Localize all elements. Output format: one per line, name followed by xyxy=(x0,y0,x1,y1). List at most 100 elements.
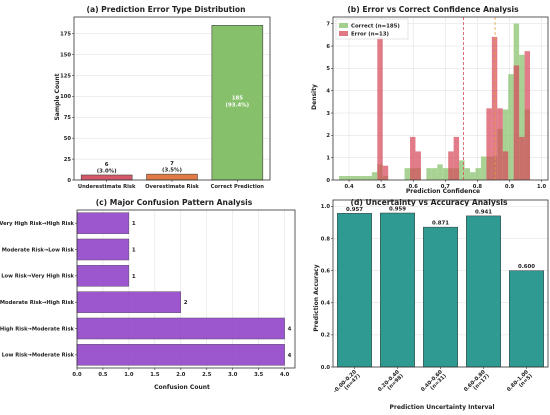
panel-b-legend: Correct (n=185) Error (n=13) xyxy=(335,18,409,40)
panel-d-ytick-label: 1.0 xyxy=(321,204,331,210)
panel-b-bar-error xyxy=(519,136,525,180)
panel-b-bar-correct xyxy=(475,168,481,180)
panel-a-xtick-label: Correct Prediction xyxy=(211,184,265,190)
panel-b-bar-correct xyxy=(437,164,443,180)
panel-d-bar xyxy=(380,212,415,368)
panel-b-xtick-label: 0.4 xyxy=(344,184,354,190)
panel-d-ytick-label: 0.2 xyxy=(321,333,331,339)
panel-b-bar-error xyxy=(491,36,498,180)
panel-c-xlabel: Confusion Count xyxy=(154,384,210,391)
panel-d-xtick-label: 0.60-0.80(n=17) xyxy=(463,369,491,397)
panel-c-frame xyxy=(76,209,296,369)
panel-b-bar-correct xyxy=(480,156,487,180)
panel-b-xtick-label: 0.8 xyxy=(473,184,483,190)
panel-c-data-label: 2 xyxy=(184,300,188,306)
panel-d-data-label: 0.959 xyxy=(389,207,406,213)
panel-d-ytick-label: 0.0 xyxy=(321,365,331,371)
panel-d-ytick-label: 0.8 xyxy=(321,236,331,242)
panel-a-title: (a) Prediction Error Type Distribution xyxy=(86,5,245,14)
panel-c-ytick-label: Moderate Risk→Low Risk xyxy=(2,247,75,253)
panel-b-bar-error xyxy=(513,65,520,180)
panel-c-ytick-label: Low Risk→Moderate Risk xyxy=(2,353,75,359)
panel-c-data-label: 4 xyxy=(288,353,292,359)
panel-c-bar xyxy=(76,238,130,261)
panel-a-bar xyxy=(80,174,133,181)
panel-d-xtick-label: 0.20-0.40(n=98) xyxy=(377,369,405,397)
panel-a: (a) Prediction Error Type Distribution S… xyxy=(54,5,271,190)
panel-a-data-label: 6 xyxy=(105,162,109,168)
panel-c-data-label: 1 xyxy=(132,274,136,280)
panel-a-xtick-label: Overestimate Risk xyxy=(145,184,199,190)
panel-a-ytick-label: 50 xyxy=(64,136,72,142)
panel-d-bar xyxy=(509,270,544,368)
panel-a-ytick-label: 25 xyxy=(64,157,72,163)
panel-b-legend-box xyxy=(335,18,409,40)
panel-a-bar xyxy=(211,25,264,181)
panel-b-bar-correct xyxy=(502,109,509,180)
panel-b-xlabel: Prediction Confidence xyxy=(406,188,480,195)
panel-d-title: (d) Uncertainty vs Accuracy Analysis xyxy=(351,198,508,207)
panel-c-ytick-label: High Risk→Moderate Risk xyxy=(0,326,75,332)
panel-c-data-label: 1 xyxy=(132,248,136,254)
panel-b-ytick-label: 0 xyxy=(326,178,330,184)
panel-b-bar-error xyxy=(502,151,509,180)
panel-c-bar xyxy=(76,344,285,366)
panel-c-xtick-label: 3.0 xyxy=(228,372,238,378)
panel-b-bar-error xyxy=(448,151,454,180)
panel-b-bar-error xyxy=(377,36,383,180)
panel-b-bar-error xyxy=(410,136,416,180)
panel-c-ytick-label: Moderate Risk→High Risk xyxy=(0,300,75,306)
panel-a-data-label: (93.4%) xyxy=(226,103,250,109)
panel-b-bar-error xyxy=(497,108,503,180)
panel-b-bar-correct xyxy=(508,74,514,180)
panel-b-bar-correct xyxy=(459,160,465,180)
panel-b-legend-label: Error (n=13) xyxy=(351,31,389,37)
panel-b: (b) Error vs Correct Confidence Analysis… xyxy=(311,5,549,195)
panel-d-data-label: 0.957 xyxy=(346,207,363,213)
panel-c-xtick-label: 2.5 xyxy=(202,372,212,378)
panel-b-xtick-label: 1.0 xyxy=(537,184,547,190)
panel-b-bar-correct xyxy=(442,168,449,180)
panel-a-bar xyxy=(146,173,198,181)
panel-b-ytick-label: 7 xyxy=(326,21,330,27)
panel-a-ytick-label: 0 xyxy=(67,178,71,184)
panel-b-legend-swatch xyxy=(339,31,348,36)
panel-d-data-label: 0.871 xyxy=(432,221,449,227)
panel-b-ytick-label: 2 xyxy=(326,133,330,139)
panel-c-xtick-label: 0.5 xyxy=(98,372,108,378)
panel-c-bar xyxy=(76,265,130,287)
panel-b-bar-correct xyxy=(350,175,356,180)
panel-b-ylabel: Density xyxy=(311,84,318,110)
panel-a-ytick-label: 175 xyxy=(60,32,71,38)
panel-d-bar xyxy=(423,226,458,368)
panel-a-ytick-label: 150 xyxy=(60,52,71,58)
panel-c-bar xyxy=(76,291,182,313)
panel-c-bar xyxy=(76,212,130,234)
panel-a-xtick-label: Underestimate Risk xyxy=(78,184,136,190)
panel-b-bar-correct xyxy=(360,175,367,180)
panel-b-bar-correct xyxy=(431,168,438,180)
panel-d-xtick-label: 0.40-0.60(n=31) xyxy=(420,369,448,397)
panel-b-legend-swatch xyxy=(339,23,348,28)
panel-d-data-label: 0.941 xyxy=(475,209,492,215)
panel-c: (c) Major Confusion Pattern Analysis Con… xyxy=(0,198,296,391)
panel-d-bar xyxy=(466,215,501,368)
panel-b-xtick-label: 0.7 xyxy=(441,184,451,190)
panel-b-bar-correct xyxy=(371,172,378,180)
panel-d-frame xyxy=(332,199,549,368)
panel-c-ytick-label: Low Risk→Very High Risk xyxy=(1,274,74,280)
panel-c-bar xyxy=(76,317,285,340)
panel-d: (d) Uncertainty vs Accuracy Analysis Pre… xyxy=(313,198,549,411)
panel-b-bar-correct xyxy=(464,168,471,180)
panel-d-ylabel: Prediction Accuracy xyxy=(313,264,320,331)
panel-d-ytick-label: 0.6 xyxy=(321,268,331,274)
panel-b-bar-correct xyxy=(519,54,525,181)
panel-b-bar-correct xyxy=(355,175,361,180)
panel-a-data-label: (3.5%) xyxy=(162,168,182,174)
panel-d-data-label: 0.600 xyxy=(518,264,535,270)
panel-a-data-label: (3.0%) xyxy=(97,168,117,174)
panel-b-ytick-label: 6 xyxy=(326,44,330,50)
panel-b-bar-error xyxy=(382,165,389,180)
panel-c-xtick-label: 1.5 xyxy=(150,372,160,378)
